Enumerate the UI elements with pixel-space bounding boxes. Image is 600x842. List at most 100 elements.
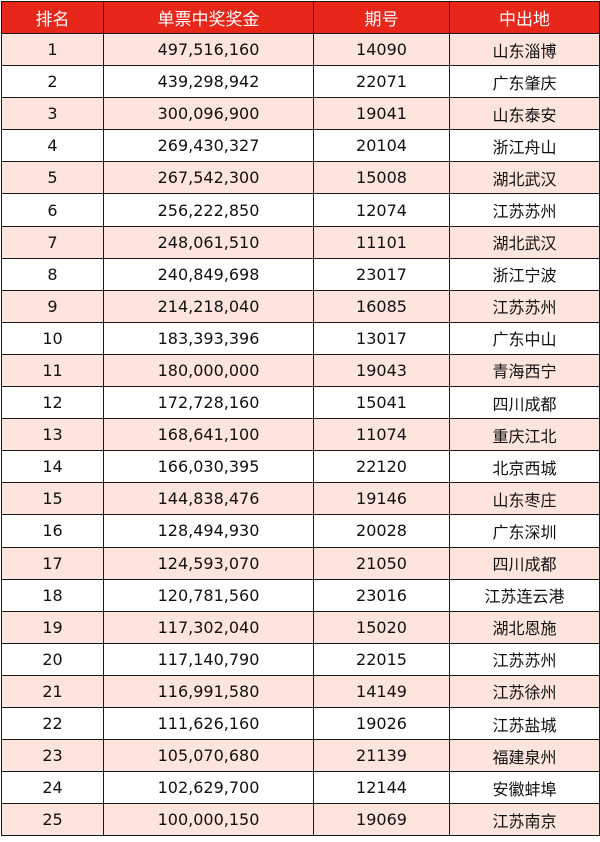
cell-prize: 120,781,560 xyxy=(103,578,314,612)
cell-rank: 23 xyxy=(1,739,104,773)
cell-prize: 172,728,160 xyxy=(103,386,314,420)
table-row: 3 300,096,900 19041 山东泰安 xyxy=(1,97,600,131)
table-row: 5 267,542,300 15008 湖北武汉 xyxy=(1,161,600,195)
cell-issue: 15020 xyxy=(313,610,450,644)
cell-prize: 128,494,930 xyxy=(103,514,314,548)
cell-location: 江苏苏州 xyxy=(449,193,600,227)
table-row: 24 102,629,700 12144 安徽蚌埠 xyxy=(1,771,600,805)
cell-location: 浙江舟山 xyxy=(449,129,600,163)
cell-issue: 21139 xyxy=(313,739,450,773)
cell-location: 广东中山 xyxy=(449,321,600,355)
cell-prize: 117,302,040 xyxy=(103,610,314,644)
cell-issue: 11101 xyxy=(313,225,450,259)
table-row: 1 497,516,160 14090 山东淄博 xyxy=(1,32,600,67)
cell-issue: 19043 xyxy=(313,353,450,388)
table-row: 15 144,838,476 19146 山东枣庄 xyxy=(1,482,600,516)
cell-location: 江苏苏州 xyxy=(449,642,600,676)
cell-prize: 168,641,100 xyxy=(103,418,314,452)
cell-issue: 13017 xyxy=(313,321,450,355)
cell-location: 广东肇庆 xyxy=(449,65,600,99)
cell-rank: 17 xyxy=(1,546,104,580)
cell-rank: 19 xyxy=(1,610,104,644)
cell-rank: 11 xyxy=(1,353,104,388)
cell-prize: 102,629,700 xyxy=(103,771,314,805)
table-row: 8 240,849,698 23017 浙江宁波 xyxy=(1,257,600,291)
table-row: 9 214,218,040 16085 江苏苏州 xyxy=(1,289,600,323)
cell-prize: 100,000,150 xyxy=(103,803,314,837)
cell-rank: 25 xyxy=(1,803,104,837)
table-row: 20 117,140,790 22015 江苏苏州 xyxy=(1,642,600,676)
cell-location: 湖北武汉 xyxy=(449,161,600,195)
cell-rank: 12 xyxy=(1,386,104,420)
table-row: 14 166,030,395 22120 北京西城 xyxy=(1,450,600,484)
cell-rank: 4 xyxy=(1,129,104,163)
cell-issue: 19041 xyxy=(313,97,450,131)
header-rank: 排名 xyxy=(1,1,104,34)
table-row: 25 100,000,150 19069 江苏南京 xyxy=(1,803,600,837)
table-row: 18 120,781,560 23016 江苏连云港 xyxy=(1,578,600,612)
cell-issue: 15008 xyxy=(313,161,450,195)
cell-rank: 8 xyxy=(1,257,104,291)
cell-rank: 7 xyxy=(1,225,104,259)
cell-location: 江苏徐州 xyxy=(449,674,600,708)
cell-issue: 21050 xyxy=(313,546,450,580)
cell-issue: 16085 xyxy=(313,289,450,323)
table-row: 16 128,494,930 20028 广东深圳 xyxy=(1,514,600,548)
cell-prize: 144,838,476 xyxy=(103,482,314,516)
cell-issue: 12074 xyxy=(313,193,450,227)
cell-rank: 10 xyxy=(1,321,104,355)
cell-location: 江苏苏州 xyxy=(449,289,600,323)
cell-rank: 20 xyxy=(1,642,104,676)
cell-location: 江苏南京 xyxy=(449,803,600,837)
cell-issue: 11074 xyxy=(313,418,450,452)
cell-location: 广东深圳 xyxy=(449,514,600,548)
cell-rank: 15 xyxy=(1,482,104,516)
cell-rank: 2 xyxy=(1,65,104,99)
table-row: 6 256,222,850 12074 江苏苏州 xyxy=(1,193,600,227)
cell-issue: 22071 xyxy=(313,65,450,99)
cell-rank: 24 xyxy=(1,771,104,805)
table-row: 4 269,430,327 20104 浙江舟山 xyxy=(1,129,600,163)
table-row: 22 111,626,160 19026 江苏盐城 xyxy=(1,706,600,741)
cell-prize: 267,542,300 xyxy=(103,161,314,195)
cell-location: 山东枣庄 xyxy=(449,482,600,516)
cell-issue: 19026 xyxy=(313,706,450,741)
cell-location: 山东淄博 xyxy=(449,32,600,67)
cell-rank: 18 xyxy=(1,578,104,612)
cell-prize: 183,393,396 xyxy=(103,321,314,355)
cell-location: 福建泉州 xyxy=(449,739,600,773)
cell-issue: 12144 xyxy=(313,771,450,805)
cell-prize: 166,030,395 xyxy=(103,450,314,484)
cell-prize: 497,516,160 xyxy=(103,32,314,67)
header-location: 中出地 xyxy=(449,1,600,34)
header-row: 排名 单票中奖奖金 期号 中出地 xyxy=(1,1,600,34)
cell-prize: 256,222,850 xyxy=(103,193,314,227)
cell-rank: 6 xyxy=(1,193,104,227)
header-issue: 期号 xyxy=(313,1,450,34)
cell-prize: 124,593,070 xyxy=(103,546,314,580)
table-row: 7 248,061,510 11101 湖北武汉 xyxy=(1,225,600,259)
cell-prize: 439,298,942 xyxy=(103,65,314,99)
cell-prize: 180,000,000 xyxy=(103,353,314,388)
cell-prize: 269,430,327 xyxy=(103,129,314,163)
cell-location: 山东泰安 xyxy=(449,97,600,131)
cell-issue: 15041 xyxy=(313,386,450,420)
table-row: 11 180,000,000 19043 青海西宁 xyxy=(1,353,600,388)
cell-prize: 116,991,580 xyxy=(103,674,314,708)
cell-location: 湖北武汉 xyxy=(449,225,600,259)
cell-prize: 105,070,680 xyxy=(103,739,314,773)
cell-rank: 9 xyxy=(1,289,104,323)
header-prize: 单票中奖奖金 xyxy=(103,1,314,34)
cell-location: 安徽蚌埠 xyxy=(449,771,600,805)
table-row: 19 117,302,040 15020 湖北恩施 xyxy=(1,610,600,644)
cell-prize: 240,849,698 xyxy=(103,257,314,291)
cell-issue: 23016 xyxy=(313,578,450,612)
cell-location: 重庆江北 xyxy=(449,418,600,452)
table-row: 2 439,298,942 22071 广东肇庆 xyxy=(1,65,600,99)
table-row: 10 183,393,396 13017 广东中山 xyxy=(1,321,600,355)
cell-issue: 22015 xyxy=(313,642,450,676)
table-row: 17 124,593,070 21050 四川成都 xyxy=(1,546,600,580)
cell-location: 江苏连云港 xyxy=(449,578,600,612)
cell-location: 四川成都 xyxy=(449,546,600,580)
